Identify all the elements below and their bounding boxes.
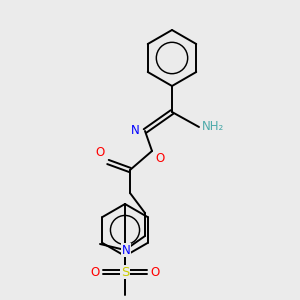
Text: S: S (121, 266, 129, 278)
Text: O: O (150, 266, 159, 278)
Text: O: O (91, 266, 100, 278)
Text: O: O (96, 146, 105, 159)
Text: N: N (131, 124, 140, 136)
Text: N: N (122, 244, 130, 256)
Text: NH₂: NH₂ (202, 121, 224, 134)
Text: O: O (155, 152, 164, 165)
